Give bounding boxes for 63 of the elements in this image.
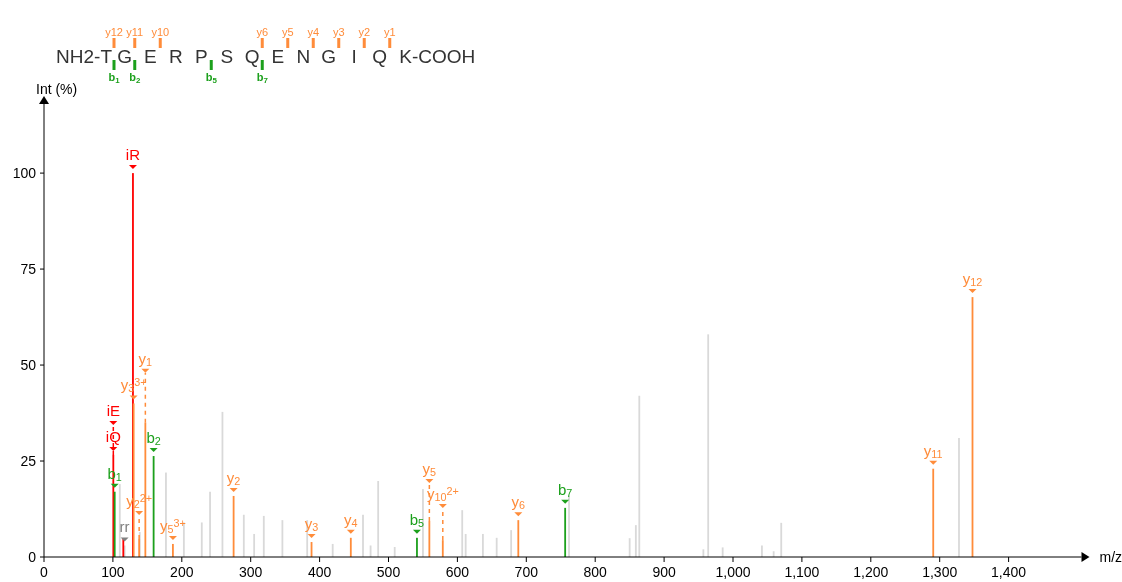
annotation: y$_{12}$ bbox=[962, 270, 983, 289]
text: y11 bbox=[126, 26, 144, 38]
text: y5 bbox=[281, 26, 294, 38]
annotation: y$_{1}$ bbox=[138, 349, 153, 368]
category-label: N bbox=[296, 46, 311, 67]
x-tick-label: 700 bbox=[514, 564, 539, 580]
annotation: b$_{5}$ bbox=[409, 510, 425, 529]
text: b$_{7}$ bbox=[256, 71, 268, 85]
annotation: y$_{4}$ bbox=[344, 510, 358, 529]
x-axis-title: m/z bbox=[1099, 549, 1122, 565]
category-label: R bbox=[168, 46, 183, 67]
annotation: y$_{11}$ bbox=[923, 441, 943, 460]
x-tick-label: 1,200 bbox=[853, 564, 889, 580]
text: y6 bbox=[256, 26, 269, 38]
annotation: y$_{2}$ bbox=[226, 468, 241, 488]
category-label: NH2-T bbox=[56, 46, 113, 67]
text: y12 bbox=[105, 26, 123, 38]
x-tick-label: 0 bbox=[40, 564, 49, 580]
x-tick-label: 900 bbox=[652, 564, 676, 580]
x-tick-label: 1,400 bbox=[991, 564, 1027, 580]
x-tick-label: 300 bbox=[239, 564, 263, 580]
annotation: b$_{7}$ bbox=[557, 480, 573, 500]
annotation: y$_{3}$ bbox=[304, 515, 319, 534]
category-label: G bbox=[117, 46, 133, 67]
x-tick-label: 1,000 bbox=[715, 564, 751, 580]
annotation: iQ bbox=[105, 427, 121, 445]
text: b$_{1}$ bbox=[108, 71, 120, 85]
x-tick-label: 1,300 bbox=[922, 564, 958, 580]
category-label: Q bbox=[372, 46, 388, 67]
y-tick-label: 50 bbox=[20, 357, 37, 374]
x-tick-label: 800 bbox=[583, 564, 608, 580]
annotation: y$_{5}$ bbox=[422, 459, 437, 479]
y-axis-title: Int (%) bbox=[36, 81, 78, 97]
annotation: b$_{2}$ bbox=[146, 429, 161, 448]
text: y10 bbox=[151, 26, 170, 38]
x-tick-label: 500 bbox=[376, 564, 401, 580]
category-label: I bbox=[351, 46, 357, 67]
annotation: rr bbox=[119, 518, 130, 536]
category-label: S bbox=[220, 46, 234, 67]
text: y3 bbox=[332, 26, 345, 38]
annotation: y$_{6}$ bbox=[511, 493, 526, 512]
category-label: E bbox=[143, 46, 157, 67]
x-tick-label: 100 bbox=[101, 564, 125, 580]
text: b$_{2}$ bbox=[129, 71, 141, 85]
y-tick-label: 100 bbox=[12, 165, 37, 182]
text: y2 bbox=[358, 26, 371, 38]
annotation: iE bbox=[106, 401, 120, 419]
category-label: K-COOH bbox=[399, 46, 476, 67]
text: y1 bbox=[383, 26, 396, 38]
text: y4 bbox=[307, 26, 320, 38]
y-tick-label: 0 bbox=[28, 549, 37, 565]
x-tick-label: 400 bbox=[307, 564, 332, 580]
text: b$_{5}$ bbox=[205, 71, 217, 85]
category-label: G bbox=[321, 46, 337, 67]
category-label: P bbox=[194, 46, 208, 67]
x-tick-label: 200 bbox=[170, 564, 194, 580]
y-tick-label: 75 bbox=[20, 261, 37, 278]
category-label: Q bbox=[244, 46, 260, 67]
x-tick-label: 600 bbox=[445, 564, 470, 580]
category-label: E bbox=[271, 46, 285, 67]
annotation: iR bbox=[125, 146, 141, 164]
y-tick-label: 25 bbox=[20, 453, 37, 470]
x-tick-label: 1,100 bbox=[784, 564, 820, 580]
